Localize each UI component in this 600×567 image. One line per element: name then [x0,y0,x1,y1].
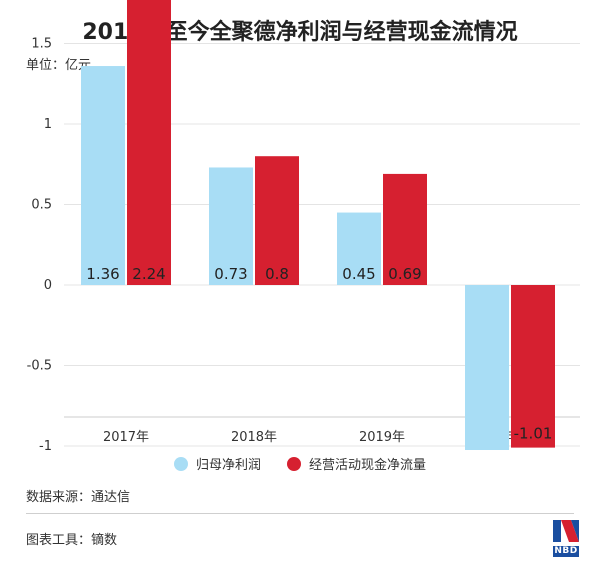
bar-cash-flow [255,156,299,285]
y-tick-label: -0.5 [27,359,52,374]
chart-tools: 图表工具：镝数 [26,533,118,548]
data-source: 数据来源：通达信 [26,490,131,505]
bar-net-profit [465,285,509,450]
data-label: 0.69 [388,265,421,283]
data-label: 0.73 [214,265,247,283]
bar-cash-flow [511,285,555,448]
data-label: 0.8 [265,265,289,283]
divider [26,513,574,514]
bar-cash-flow [383,173,427,285]
legend-item-net-profit: 归母净利润 [173,454,261,473]
legend-swatch-net-profit [173,456,188,471]
legend: 归母净利润 经营活动现金净流量 [0,454,600,473]
unit-label: 单位：亿元 [26,58,92,73]
x-tick-label: 2017年 [103,430,149,445]
y-tick-label: 0.5 [31,198,52,213]
bar-net-profit [209,167,253,285]
legend-item-cash-flow: 经营活动现金净流量 [287,454,426,473]
nbd-logo-mark [553,520,579,542]
y-tick-label: 1.5 [31,37,52,52]
x-tick-label: 2019年 [359,430,405,445]
data-label: 1.36 [86,265,119,283]
x-tick-label: 2018年 [231,430,277,445]
legend-label-cash-flow: 经营活动现金净流量 [309,458,427,473]
bar-cash-flow [127,0,171,286]
legend-label-net-profit: 归母净利润 [195,458,261,473]
nbd-logo-icon: NBD [553,520,579,557]
data-label: -1.01 [514,425,553,443]
data-label: 2.24 [132,265,165,283]
y-tick-label: 0 [44,278,52,293]
y-tick-label: -1 [39,439,52,450]
y-tick-label: 1 [44,117,52,132]
data-label: 0.45 [342,265,375,283]
logo-text: NBD [553,546,579,557]
bar-net-profit [337,212,381,285]
legend-swatch-cash-flow [287,456,301,471]
bar-net-profit [81,66,125,285]
bar-chart: 21.510.50-0.5-1-1.52017年1.362.242018年0.7… [27,0,580,450]
